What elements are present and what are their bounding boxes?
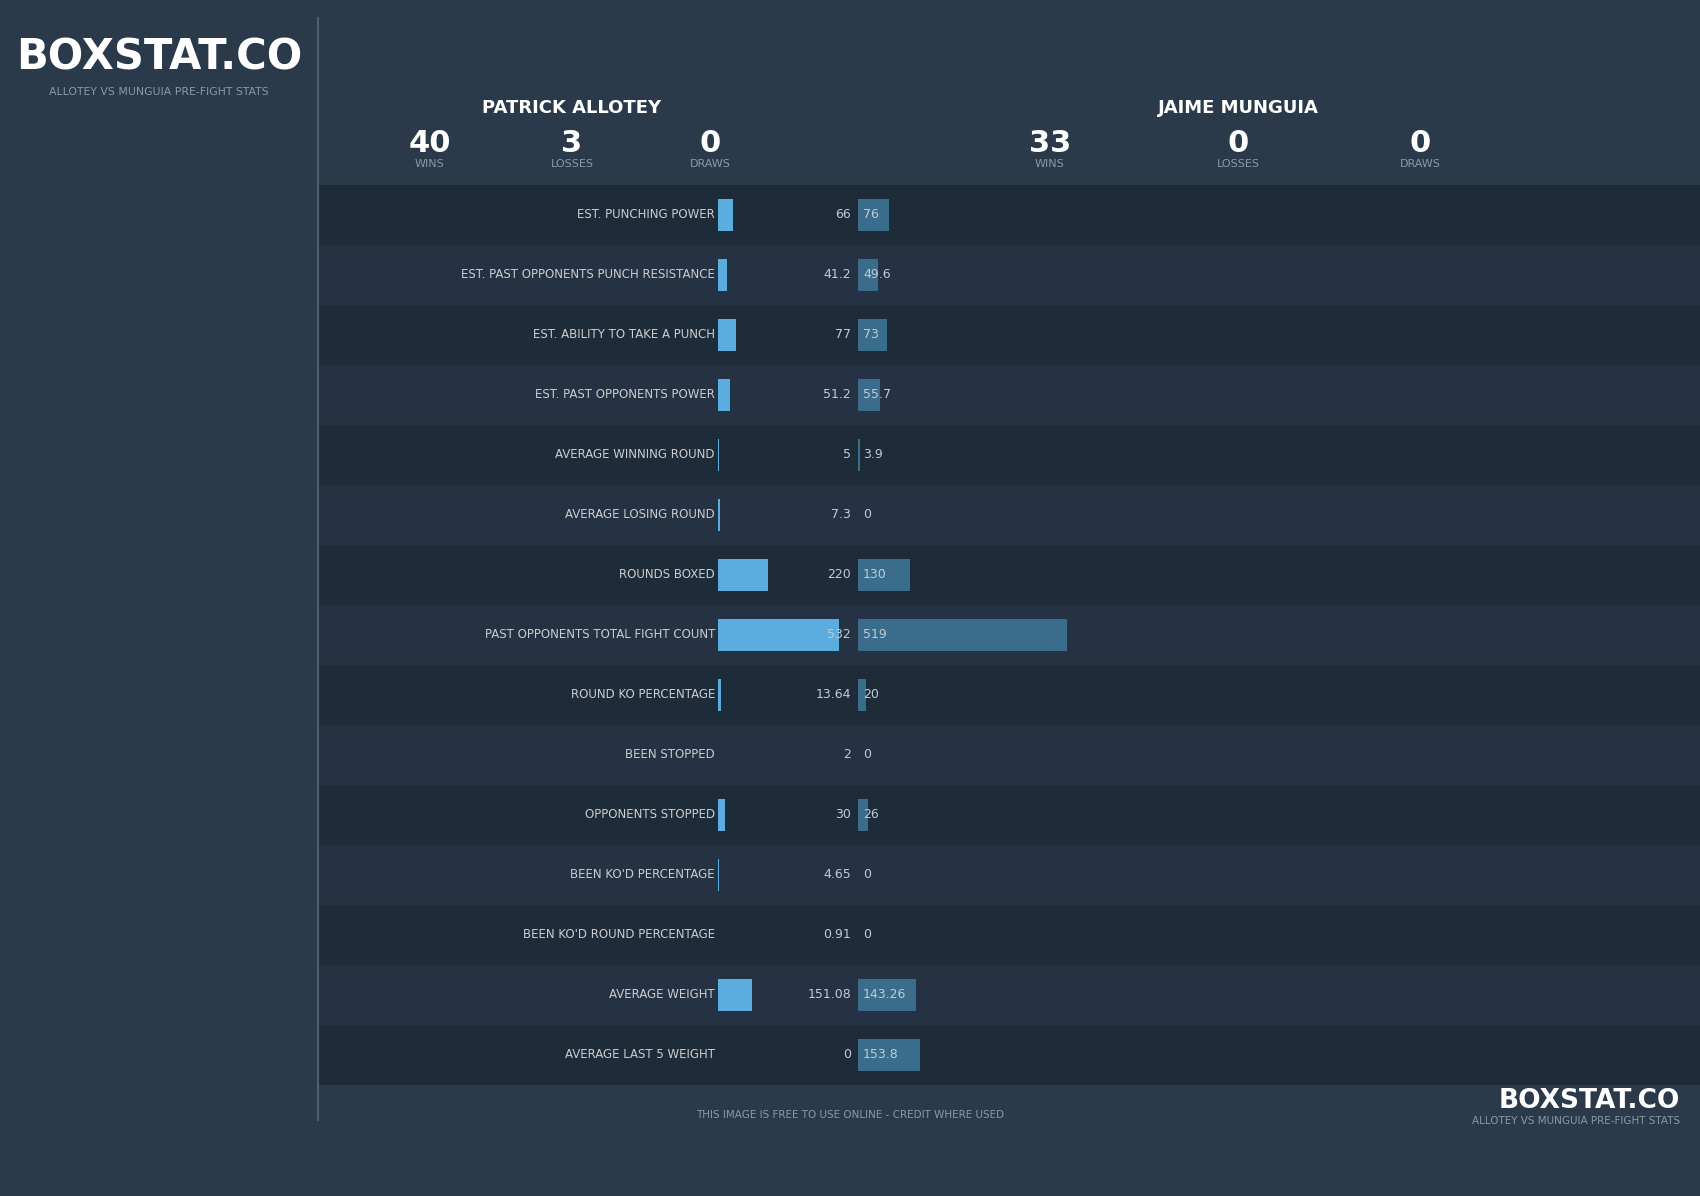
Bar <box>858 679 865 710</box>
Text: 73: 73 <box>864 329 879 342</box>
Text: BEEN KO'D PERCENTAGE: BEEN KO'D PERCENTAGE <box>571 868 716 881</box>
Bar <box>858 319 887 350</box>
Text: 0: 0 <box>843 1049 852 1062</box>
Bar <box>858 379 881 411</box>
Text: EST. PUNCHING POWER: EST. PUNCHING POWER <box>578 208 716 221</box>
Bar <box>717 980 753 1011</box>
Bar <box>318 725 1700 785</box>
Bar <box>858 980 916 1011</box>
Text: 151.08: 151.08 <box>808 989 852 1001</box>
Text: AVERAGE WEIGHT: AVERAGE WEIGHT <box>609 989 716 1001</box>
Text: 143.26: 143.26 <box>864 989 906 1001</box>
Text: ALLOTEY VS MUNGUIA PRE-FIGHT STATS: ALLOTEY VS MUNGUIA PRE-FIGHT STATS <box>1472 1116 1680 1125</box>
Text: 40: 40 <box>408 128 451 158</box>
Text: 0: 0 <box>864 928 870 941</box>
Text: 0: 0 <box>699 128 721 158</box>
Text: THIS IMAGE IS FREE TO USE ONLINE - CREDIT WHERE USED: THIS IMAGE IS FREE TO USE ONLINE - CREDI… <box>695 1110 1005 1119</box>
Bar <box>318 965 1700 1025</box>
Text: AVERAGE LOSING ROUND: AVERAGE LOSING ROUND <box>564 508 716 521</box>
Text: 41.2: 41.2 <box>823 268 852 281</box>
Text: ALLOTEY VS MUNGUIA PRE-FIGHT STATS: ALLOTEY VS MUNGUIA PRE-FIGHT STATS <box>49 87 269 97</box>
Text: 0: 0 <box>864 749 870 762</box>
Text: EST. PAST OPPONENTS POWER: EST. PAST OPPONENTS POWER <box>536 389 716 402</box>
Text: 532: 532 <box>828 629 852 641</box>
Text: LOSSES: LOSSES <box>551 159 593 169</box>
Bar <box>318 185 1700 245</box>
Text: 66: 66 <box>835 208 852 221</box>
Text: AVERAGE WINNING ROUND: AVERAGE WINNING ROUND <box>556 448 716 462</box>
Bar <box>318 785 1700 846</box>
Text: 49.6: 49.6 <box>864 268 891 281</box>
Bar <box>318 365 1700 425</box>
Bar <box>318 486 1700 545</box>
Bar <box>858 799 869 831</box>
Text: LOSSES: LOSSES <box>1217 159 1260 169</box>
Text: OPPONENTS STOPPED: OPPONENTS STOPPED <box>585 808 716 822</box>
Text: EST. PAST OPPONENTS PUNCH RESISTANCE: EST. PAST OPPONENTS PUNCH RESISTANCE <box>461 268 716 281</box>
Bar <box>318 605 1700 665</box>
Text: WINS: WINS <box>1035 159 1064 169</box>
Text: 0: 0 <box>864 868 870 881</box>
Text: ROUNDS BOXED: ROUNDS BOXED <box>619 568 716 581</box>
Text: 5: 5 <box>843 448 852 462</box>
Bar <box>318 1025 1700 1085</box>
Text: BOXSTAT.CO: BOXSTAT.CO <box>1499 1088 1680 1113</box>
Text: 0: 0 <box>1409 128 1431 158</box>
Text: 30: 30 <box>835 808 852 822</box>
Bar <box>318 545 1700 605</box>
Text: JAIME MUNGUIA: JAIME MUNGUIA <box>1158 99 1319 117</box>
Bar <box>858 559 911 591</box>
Bar <box>318 305 1700 365</box>
Text: AVERAGE LAST 5 WEIGHT: AVERAGE LAST 5 WEIGHT <box>564 1049 716 1062</box>
Bar <box>318 245 1700 305</box>
Text: EST. ABILITY TO TAKE A PUNCH: EST. ABILITY TO TAKE A PUNCH <box>534 329 716 342</box>
Bar <box>858 260 877 291</box>
Text: 4.65: 4.65 <box>823 868 852 881</box>
Bar <box>858 620 1068 651</box>
Bar <box>717 379 729 411</box>
Text: 7.3: 7.3 <box>831 508 852 521</box>
Text: 2: 2 <box>843 749 852 762</box>
Text: 0.91: 0.91 <box>823 928 852 941</box>
Text: DRAWS: DRAWS <box>690 159 731 169</box>
Text: 220: 220 <box>828 568 852 581</box>
Text: BOXSTAT.CO: BOXSTAT.CO <box>15 37 303 79</box>
Text: ROUND KO PERCENTAGE: ROUND KO PERCENTAGE <box>571 689 716 702</box>
Text: 20: 20 <box>864 689 879 702</box>
Bar <box>858 1039 920 1070</box>
Bar <box>858 199 889 231</box>
Bar <box>318 425 1700 486</box>
Text: 3.9: 3.9 <box>864 448 882 462</box>
Text: 76: 76 <box>864 208 879 221</box>
Text: 51.2: 51.2 <box>823 389 852 402</box>
Bar <box>717 199 733 231</box>
Text: 519: 519 <box>864 629 887 641</box>
Bar <box>717 559 768 591</box>
Text: BEEN KO'D ROUND PERCENTAGE: BEEN KO'D ROUND PERCENTAGE <box>524 928 716 941</box>
Text: 130: 130 <box>864 568 887 581</box>
Text: 153.8: 153.8 <box>864 1049 899 1062</box>
Text: PAST OPPONENTS TOTAL FIGHT COUNT: PAST OPPONENTS TOTAL FIGHT COUNT <box>484 629 716 641</box>
Text: 0: 0 <box>864 508 870 521</box>
Bar <box>318 905 1700 965</box>
Bar <box>717 679 721 710</box>
Text: 0: 0 <box>1227 128 1248 158</box>
Bar <box>717 260 728 291</box>
Text: 3: 3 <box>561 128 583 158</box>
Bar <box>717 799 724 831</box>
Text: 13.64: 13.64 <box>816 689 852 702</box>
Text: DRAWS: DRAWS <box>1399 159 1440 169</box>
Text: WINS: WINS <box>415 159 445 169</box>
Text: BEEN STOPPED: BEEN STOPPED <box>626 749 716 762</box>
Text: PATRICK ALLOTEY: PATRICK ALLOTEY <box>483 99 661 117</box>
Bar <box>717 319 736 350</box>
Bar <box>717 620 840 651</box>
Bar <box>318 846 1700 905</box>
Text: 55.7: 55.7 <box>864 389 891 402</box>
Text: 77: 77 <box>835 329 852 342</box>
Text: 26: 26 <box>864 808 879 822</box>
Text: 33: 33 <box>1028 128 1071 158</box>
Bar <box>318 665 1700 725</box>
